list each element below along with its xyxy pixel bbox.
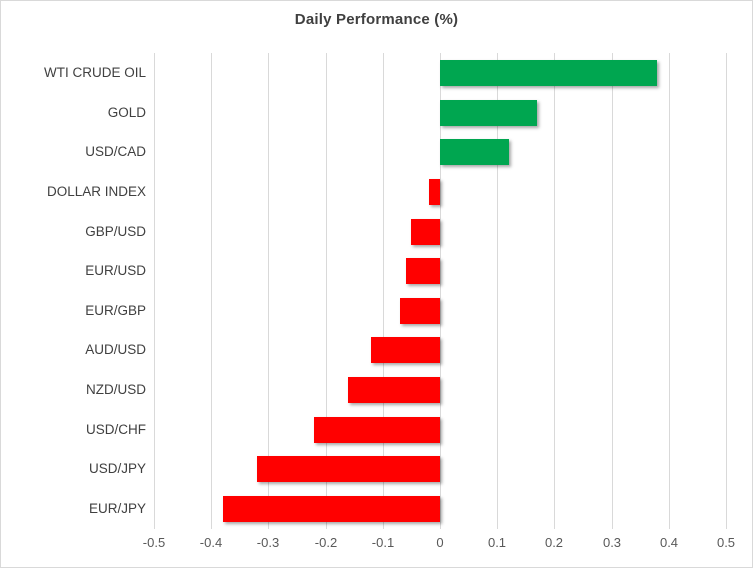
x-tick-label--0.4: -0.4: [199, 535, 223, 550]
category-label-gold: GOLD: [107, 105, 146, 120]
bar-aud-usd: [371, 337, 440, 363]
category-label-gbp-usd: GBP/USD: [85, 224, 146, 239]
category-axis: WTI CRUDE OIL GOLD USD/CAD DOLLAR INDEX GBP/…: [1, 53, 146, 529]
chart-title: Daily Performance (%): [294, 11, 459, 28]
x-tick-label--0.3: -0.3: [256, 535, 280, 550]
gridline--0.3: [268, 53, 269, 529]
bar-wti-crude-oil: [440, 60, 657, 86]
category-label-usd-jpy: USD/JPY: [88, 461, 146, 476]
bar-eur-gbp: [400, 298, 440, 324]
bar-usd-cad: [440, 139, 509, 165]
category-label-wti-crude-oil: WTI CRUDE OIL: [43, 65, 146, 80]
gridline--0.1: [383, 53, 384, 529]
bar-gold: [440, 100, 537, 126]
gridline-0.3: [612, 53, 613, 529]
x-tick-label-0.1: 0.1: [487, 535, 507, 550]
value-axis: -0.5 -0.4 -0.3 -0.2 -0.1 0 0.1 0.2 0.3 0.4 0.5: [143, 535, 735, 555]
x-tick-label--0.2: -0.2: [314, 535, 338, 550]
bar-usd-jpy: [257, 456, 440, 482]
gridline-0.4: [669, 53, 670, 529]
bar-dollar-index: [429, 179, 440, 205]
x-tick-label--0.1: -0.1: [371, 535, 395, 550]
bar-nzd-usd: [348, 377, 440, 403]
x-tick-label-0.5: 0.5: [716, 535, 736, 550]
x-tick-label-0: 0: [436, 535, 444, 550]
category-label-nzd-usd: NZD/USD: [86, 382, 146, 397]
bar-gbp-usd: [411, 219, 440, 245]
gridline--0.4: [211, 53, 212, 529]
x-tick-label-0.4: 0.4: [659, 535, 679, 550]
x-tick-label-0.2: 0.2: [544, 535, 564, 550]
x-tick-label-0.3: 0.3: [602, 535, 622, 550]
category-label-usd-cad: USD/CAD: [85, 144, 146, 159]
category-label-eur-jpy: EUR/JPY: [88, 501, 146, 516]
category-label-eur-gbp: EUR/GBP: [85, 303, 146, 318]
category-label-usd-chf: USD/CHF: [86, 422, 146, 437]
bar-usd-chf: [314, 417, 440, 443]
category-label-dollar-index: DOLLAR INDEX: [46, 184, 146, 199]
gridline-0.2: [554, 53, 555, 529]
x-tick-label--0.5: -0.5: [142, 535, 166, 550]
gridline--0.5: [154, 53, 155, 529]
gridline-0.5: [726, 53, 727, 529]
plot-area: [154, 53, 727, 529]
gridline--0.2: [326, 53, 327, 529]
gridline-0: [440, 53, 441, 529]
bar-eur-jpy: [223, 496, 440, 522]
category-label-eur-usd: EUR/USD: [85, 263, 146, 278]
category-label-aud-usd: AUD/USD: [85, 342, 146, 357]
bar-eur-usd: [406, 258, 440, 284]
gridline-0.1: [497, 53, 498, 529]
